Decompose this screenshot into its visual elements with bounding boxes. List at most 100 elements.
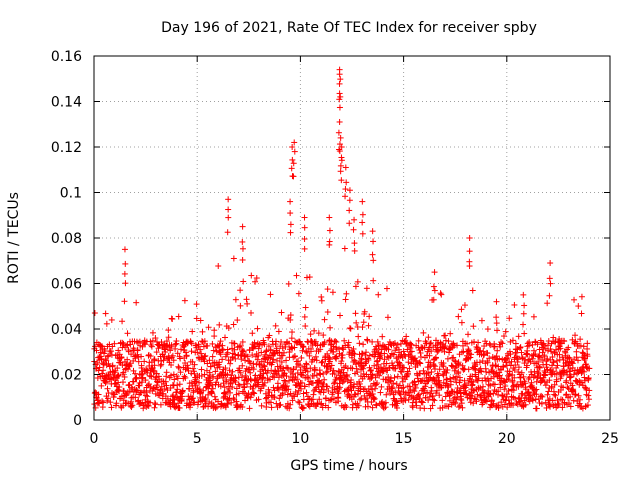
data-point <box>118 354 125 361</box>
data-point <box>152 401 159 408</box>
data-point <box>316 370 323 377</box>
data-point <box>478 317 485 324</box>
data-point <box>250 360 257 367</box>
data-point <box>172 341 179 348</box>
data-point-peak <box>547 260 554 267</box>
y-tick-label: 0.02 <box>51 368 82 384</box>
data-point <box>211 333 218 340</box>
data-point <box>233 385 240 392</box>
data-point <box>341 245 348 252</box>
data-point <box>545 388 552 395</box>
data-point <box>283 357 290 364</box>
data-point <box>293 272 300 279</box>
data-point <box>291 393 298 400</box>
data-point <box>251 390 258 397</box>
data-point <box>212 368 219 375</box>
data-point <box>287 401 294 408</box>
data-point <box>163 382 170 389</box>
data-point <box>174 386 181 393</box>
data-point <box>182 374 189 381</box>
data-point <box>321 316 328 323</box>
data-point <box>378 383 385 390</box>
data-point <box>141 358 148 365</box>
data-point <box>363 349 370 356</box>
data-point <box>235 381 242 388</box>
data-point-trail <box>301 236 308 243</box>
data-point <box>200 387 207 394</box>
data-point-peak <box>520 291 527 298</box>
data-point <box>121 298 128 305</box>
data-point-trail <box>289 156 296 163</box>
data-point <box>383 391 390 398</box>
data-point-trail <box>359 219 366 226</box>
data-point-trail <box>351 240 358 247</box>
data-point <box>298 354 305 361</box>
data-point <box>578 293 585 300</box>
data-point <box>225 325 232 332</box>
data-point <box>300 390 307 397</box>
data-point <box>286 349 293 356</box>
data-point <box>536 364 543 371</box>
data-point <box>224 371 231 378</box>
data-point <box>244 380 251 387</box>
data-point <box>230 255 237 262</box>
data-point-peak <box>337 134 344 141</box>
data-point <box>298 379 305 386</box>
data-point <box>420 329 427 336</box>
data-point <box>151 400 158 407</box>
data-point <box>356 340 363 347</box>
data-point <box>105 360 112 367</box>
data-point-trail <box>431 287 438 294</box>
data-point <box>222 365 229 372</box>
data-point <box>201 338 208 345</box>
data-point <box>217 383 224 390</box>
data-point <box>197 390 204 397</box>
data-point-trail <box>370 257 377 264</box>
data-point <box>255 345 262 352</box>
data-point <box>278 338 285 345</box>
data-point <box>197 346 204 353</box>
data-point <box>253 275 260 282</box>
data-point <box>315 330 322 337</box>
data-point <box>237 369 244 376</box>
data-point <box>111 369 118 376</box>
data-point <box>303 274 310 281</box>
data-point <box>150 369 157 376</box>
data-point <box>293 364 300 371</box>
data-point <box>119 318 126 325</box>
data-point <box>364 337 371 344</box>
data-point <box>313 357 320 364</box>
data-point <box>188 348 195 355</box>
data-point <box>233 391 240 398</box>
data-point-trail <box>359 211 366 218</box>
data-point <box>147 353 154 360</box>
data-point <box>276 402 283 409</box>
data-point <box>240 348 247 355</box>
data-point <box>129 402 136 409</box>
data-point-trail <box>346 220 353 227</box>
data-point <box>269 373 276 380</box>
data-point <box>193 378 200 385</box>
data-point-trail <box>359 230 366 237</box>
data-point <box>133 374 140 381</box>
data-point <box>126 362 133 369</box>
data-point <box>178 346 185 353</box>
data-point <box>274 385 281 392</box>
data-point-trail <box>346 197 353 204</box>
data-point <box>299 347 306 354</box>
data-point <box>114 365 121 372</box>
y-tick-label: 0 <box>73 413 82 429</box>
data-point <box>124 330 131 337</box>
data-point <box>375 291 382 298</box>
y-tick-label: 0.16 <box>51 49 82 65</box>
data-point <box>357 396 364 403</box>
data-point <box>383 285 390 292</box>
data-point <box>121 374 128 381</box>
data-point <box>403 333 410 340</box>
data-point-trail <box>350 226 357 233</box>
data-point <box>311 366 318 373</box>
data-point <box>310 372 317 379</box>
data-point <box>261 363 268 370</box>
data-point <box>272 322 279 329</box>
data-point <box>247 394 254 401</box>
